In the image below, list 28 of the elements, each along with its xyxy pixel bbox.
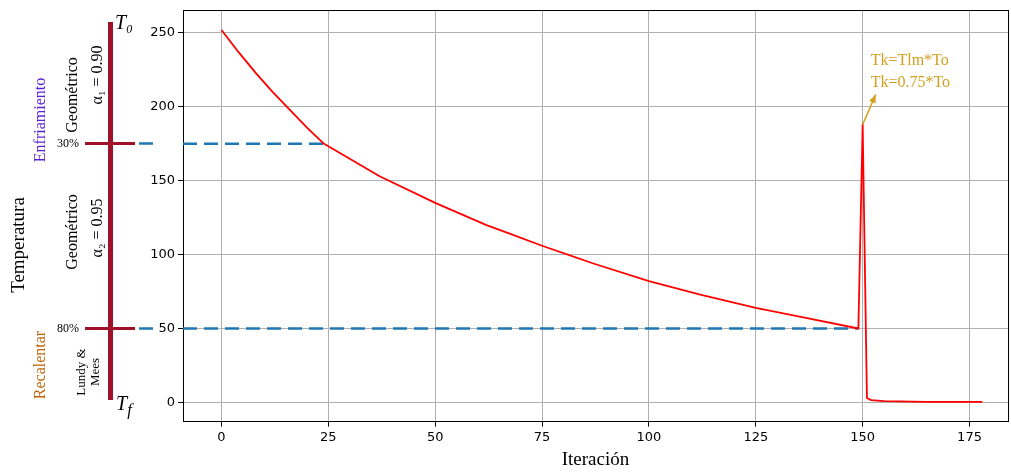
y-tick-label: 100 — [150, 246, 175, 261]
x-tick-label: 75 — [533, 428, 551, 444]
text: α₂ = 0.95 — [87, 198, 106, 258]
y-tick-label: 50 — [158, 319, 175, 335]
x-tick-label: 50 — [426, 428, 444, 444]
text: 30% — [57, 135, 79, 150]
y-tick-label: 150 — [150, 172, 175, 188]
y-tick-label: 200 — [150, 98, 175, 114]
x-tick-label: 100 — [636, 428, 662, 444]
text: Lundy & Mees — [73, 347, 102, 398]
text: α₁ = 0.90 — [87, 45, 106, 105]
x-axis-title: Iteración — [561, 447, 630, 469]
x-tick-label: 175 — [957, 428, 982, 444]
y-tick-label: 250 — [150, 24, 175, 40]
text: Recalentar — [30, 330, 49, 400]
x-tick-label: 0 — [217, 428, 226, 444]
text: Enfriamiento — [30, 77, 49, 163]
x-tick-label: 25 — [320, 428, 337, 444]
x-tick-label: 150 — [850, 428, 876, 444]
text: T₀ — [114, 10, 134, 33]
text: Temperatura — [7, 197, 29, 293]
annotation: Tk=Tlm*To Tk=0.75*To — [870, 50, 951, 90]
text: 80% — [57, 320, 79, 335]
x-tick-label: 125 — [743, 428, 769, 444]
text: Geométrico — [62, 57, 81, 133]
text: Geométrico — [62, 194, 81, 270]
text: T$_{f}$ — [116, 392, 132, 420]
y-tick-label: 0 — [166, 393, 175, 409]
